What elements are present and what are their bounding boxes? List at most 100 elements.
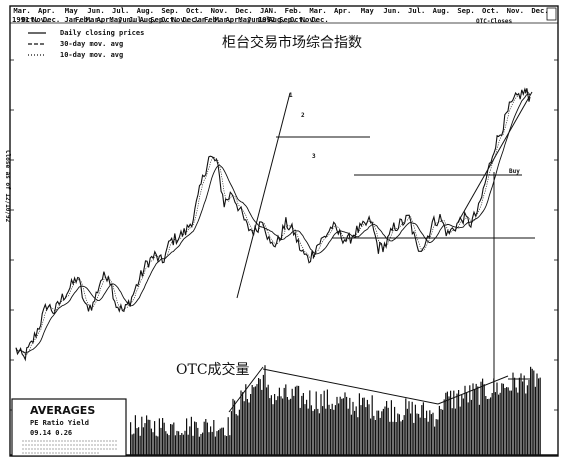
month-label-months-bottom-1: Nov. [32,15,49,24]
volume-bar-229 [496,382,498,455]
volume-bar-52 [213,420,215,455]
volume-bar-243 [518,377,520,455]
volume-bar-70 [242,392,244,455]
volume-bar-184 [424,418,426,455]
volume-bar-125 [330,409,332,455]
volume-bar-233 [502,383,504,455]
month-label-months-bottom-11: Aug. [139,15,156,24]
volume-bar-222 [485,396,487,455]
volume-bar-127 [333,409,335,455]
volume-bar-79 [256,384,258,455]
volume-bar-42 [197,427,199,455]
volume-bar-104 [296,385,298,455]
volume-bar-105 [298,385,300,455]
buy-label: Buy [509,168,520,175]
volume-bar-225 [490,397,492,455]
volume-bar-97 [285,384,287,455]
volume-bar-12 [149,419,151,455]
volume-bar-172 [405,398,407,455]
volume-bar-206 [459,406,461,455]
volume-bar-191 [435,419,437,455]
volume-bar-89 [272,404,274,455]
volume-bar-24 [168,435,170,455]
volume-bar-137 [349,397,351,455]
volume-bar-221 [483,384,485,455]
volume-bar-234 [504,388,506,455]
volume-bar-145 [362,397,364,455]
volume-bar-110 [306,399,308,455]
volume-bar-2 [133,433,135,455]
volume-bar-228 [494,392,496,455]
volume-bar-161 [387,407,389,455]
volume-bar-22 [165,431,167,455]
volume-bar-62 [229,435,231,455]
volume-bar-94 [280,396,282,455]
volume-bar-123 [326,389,328,455]
volume-bar-47 [205,419,207,455]
volume-bar-188 [430,414,432,455]
volume-bar-227 [493,378,495,455]
volume-bar-179 [416,413,418,455]
volume-bar-200 [450,390,452,455]
volume-bar-85 [266,387,268,455]
volume-bar-56 [219,428,221,455]
volume-bar-53 [214,436,216,455]
legend-label-daily: Daily closing prices [60,29,144,37]
volume-bar-90 [274,394,276,455]
volume-bar-93 [278,387,280,455]
volume-bar-121 [323,390,325,455]
volume-bar-102 [293,395,295,455]
month-label-months-bottom-13: Oct. [161,15,178,24]
volume-bar-122 [325,408,327,455]
volume-bar-41 [195,422,197,455]
trend-lines [228,91,535,413]
volume-bar-63 [230,411,232,455]
volume-bar-57 [221,427,223,455]
month-label-months-top-3: Jun. [87,6,104,15]
volume-bar-19 [160,427,162,455]
volume-bar-96 [283,387,285,455]
month-label-months-bottom-0: Oct. [21,15,38,24]
volume-bar-71 [243,401,245,455]
month-label-months-top-21: Dec. [531,6,548,15]
volume-bar-26 [171,424,173,455]
volume-bar-185 [426,410,428,455]
volume-bar-160 [386,401,388,455]
volume-bar-106 [299,407,301,455]
month-label-months-top-18: Sep. [457,6,474,15]
volume-bar-223 [486,399,488,455]
volume-bar-235 [506,387,508,455]
volume-bar-207 [461,394,463,455]
volume-bar-98 [286,397,288,455]
volume-bar-211 [467,402,469,455]
volume-bar-27 [173,422,175,455]
volume-bar-46 [203,421,205,455]
volume-bar-29 [176,430,178,455]
volume-bar-119 [320,394,322,455]
volume-bar-175 [410,413,412,455]
volume-bar-256 [539,377,541,455]
volume-bar-148 [366,399,368,455]
volume-bar-250 [530,366,532,455]
volume-bar-238 [510,390,512,455]
volume-bar-217 [477,386,479,455]
chart-title: 柜台交易市场综合指数 [222,34,362,51]
volume-bar-242 [517,392,519,455]
averages-title: AVERAGES [30,404,95,417]
volume-bar-196 [443,399,445,455]
volume-bar-190 [434,426,436,455]
volume-label: OTC成交量 [176,361,250,378]
volume-bar-40 [194,421,196,455]
month-label-months-top-14: May [361,6,375,15]
volume-bar-66 [235,414,237,455]
volume-bar-129 [336,396,338,455]
month-label-months-top-2: May [65,6,79,15]
volume-bar-140 [354,410,356,455]
volume-bar-101 [291,388,293,455]
volume-bar-21 [163,422,165,455]
volume-bar-194 [440,409,442,455]
volume-bar-241 [515,387,517,455]
month-label-months-top-1: Apr. [38,6,55,15]
volume-bar-74 [248,402,250,455]
month-label-months-bottom-5: Feb. [75,15,92,24]
